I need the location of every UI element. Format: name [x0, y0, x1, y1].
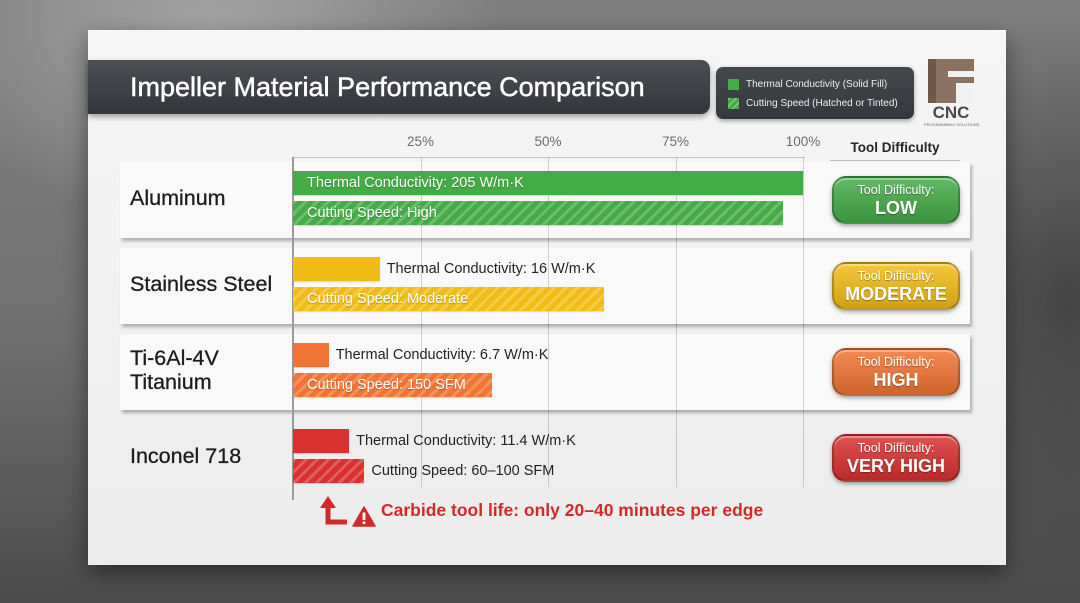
legend-label: Thermal Conductivity (Solid Fill): [746, 78, 888, 90]
legend-label: Cutting Speed (Hatched or Tinted): [746, 97, 898, 109]
x-tick-label: 100%: [785, 134, 821, 149]
logo-subtext: PROGRAMMING SOLUTIONS: [924, 122, 980, 127]
tool-life-warning: Carbide tool life: only 20–40 minutes pe…: [381, 500, 764, 520]
logo-text: CNC: [932, 103, 970, 122]
legend-item-thermal-conductivity: Thermal Conductivity (Solid Fill): [728, 77, 887, 91]
row-inconel-718: Inconel 718 Thermal Conductivity: 11.4 W/…: [0, 420, 1080, 498]
badge-prefix: Tool Difficulty:: [857, 269, 935, 283]
bar-label: Thermal Conductivity: 16 W/m·K: [386, 261, 596, 277]
bar-cutting-speed-stainless-steel: [293, 287, 605, 311]
tool-difficulty-header: Tool Difficulty: [850, 140, 940, 155]
row-label: Aluminum: [130, 185, 226, 210]
badge-level: VERY HIGH: [846, 456, 946, 476]
bar-label: Cutting Speed: Moderate: [307, 291, 469, 307]
bar-thermal-conductivity-aluminum: [293, 171, 803, 195]
row-label: Ti-6Al-4V Titanium: [130, 345, 219, 394]
bar-cutting-speed-aluminum: [293, 201, 783, 225]
gridline: [803, 157, 804, 487]
gridline: [676, 157, 677, 487]
badge-level: LOW: [875, 198, 917, 218]
bar-thermal-conductivity-stainless-steel: [293, 257, 380, 281]
bar-label: Cutting Speed: 60–100 SFM: [371, 463, 555, 479]
chart-title: Impeller Material Performance Comparison: [130, 72, 645, 103]
bar-label: Cutting Speed: 150 SFM: [307, 377, 466, 393]
bar-label: Thermal Conductivity: 205 W/m·K: [307, 175, 524, 191]
tool-difficulty-badge-very-high: Tool Difficulty: VERY HIGH: [832, 434, 960, 482]
row-label: Stainless Steel: [130, 271, 273, 296]
cnc-logo: CNC PROGRAMMING SOLUTIONS: [924, 59, 980, 129]
bar-thermal-conductivity-ti-6al-4v-titanium: [293, 343, 329, 367]
legend-item-cutting-speed: Cutting Speed (Hatched or Tinted): [728, 96, 898, 110]
tool-difficulty-badge-high: Tool Difficulty: HIGH: [832, 348, 960, 396]
row-aluminum: Aluminum Thermal Conductivity: 205 W/m·K C…: [0, 162, 1080, 240]
row-card: [120, 248, 970, 324]
row-ti-6al-4v-titanium: Ti-6Al-4V Titanium Thermal Conductivity: …: [0, 334, 1080, 412]
legend-swatch-solid: [728, 78, 739, 90]
tool-difficulty-badge-moderate: Tool Difficulty: MODERATE: [832, 262, 960, 310]
x-tick-label: 25%: [406, 134, 435, 149]
bar-label: Cutting Speed: High: [307, 205, 437, 221]
bar-label: Thermal Conductivity: 11.4 W/m·K: [356, 433, 576, 449]
legend-swatch-hatched: [728, 97, 739, 109]
gridline: [421, 157, 422, 487]
bar-cutting-speed-ti-6al-4v-titanium: [293, 373, 492, 397]
bar-cutting-speed-inconel-718: [293, 459, 365, 483]
badge-level: MODERATE: [845, 284, 947, 304]
badge-prefix: Tool Difficulty:: [857, 441, 935, 455]
badge-prefix: Tool Difficulty:: [857, 355, 935, 369]
badge-prefix: Tool Difficulty:: [857, 183, 935, 197]
gridline: [548, 157, 549, 487]
arrow-up-icon: [320, 496, 347, 525]
badge-level: HIGH: [873, 370, 919, 390]
legend: Thermal Conductivity (Solid Fill) Cuttin…: [716, 67, 914, 119]
row-card: [120, 334, 970, 410]
title-bar: Impeller Material Performance Comparison: [88, 60, 710, 114]
row-label: Inconel 718: [130, 443, 242, 468]
logo-mark-icon: [928, 59, 974, 103]
bar-thermal-conductivity-inconel-718: [293, 429, 350, 453]
row-stainless-steel: Stainless Steel Thermal Conductivity: 16 …: [0, 248, 1080, 326]
y-axis-line: [292, 157, 294, 500]
x-tick-label: 50%: [534, 134, 562, 149]
x-axis-line: [293, 157, 805, 158]
bar-label: Thermal Conductivity: 6.7 W/m·K: [335, 347, 549, 363]
x-tick-label: 75%: [661, 134, 690, 149]
header-divider: [830, 160, 960, 161]
warning-icon: [352, 506, 376, 527]
tool-difficulty-badge-low: Tool Difficulty: LOW: [832, 176, 960, 224]
